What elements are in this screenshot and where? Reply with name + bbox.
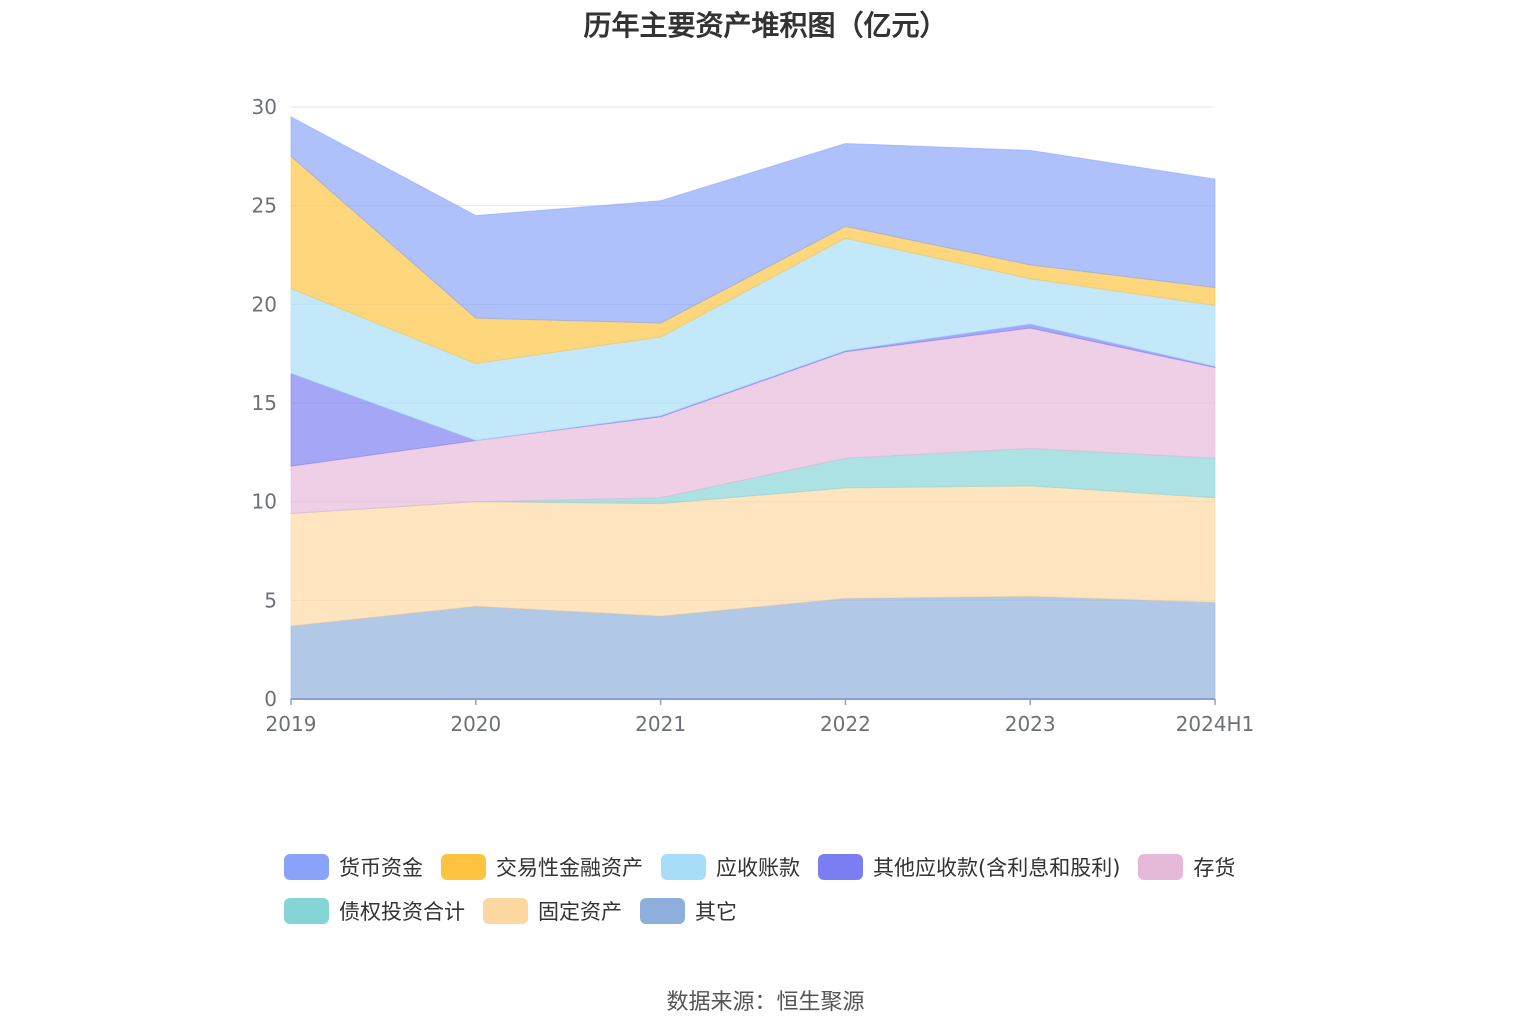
legend-swatch — [640, 898, 685, 924]
legend-swatch — [441, 854, 486, 880]
series-area-0[interactable] — [290, 595, 1216, 700]
x-tick-label: 2022 — [820, 712, 871, 736]
legend: 货币资金 交易性金融资产 应收账款 其他应收款(含利息和股利) 存货债权投资合计 固定资产… — [284, 852, 1274, 926]
x-tick-label: 2020 — [450, 712, 501, 736]
legend-label: 存货 — [1193, 856, 1236, 880]
y-tick-label: 20 — [252, 292, 277, 316]
legend-item[interactable]: 债权投资合计 — [284, 896, 465, 926]
x-tick-label: 2019 — [266, 712, 317, 736]
legend-swatch — [661, 854, 706, 880]
legend-label: 债权投资合计 — [339, 900, 465, 924]
y-tick-label: 25 — [252, 194, 277, 218]
axes: 0 5 10 15 20 25 30 2019 2020 2021 2022 2023 2024H1 — [252, 95, 1255, 736]
legend-label: 应收账款 — [716, 856, 800, 880]
area-series — [290, 116, 1216, 700]
legend-item[interactable]: 其他应收款(含利息和股利) — [818, 852, 1120, 882]
x-tick-label: 2023 — [1005, 712, 1056, 736]
legend-item[interactable]: 其它 — [640, 896, 737, 926]
legend-swatch — [1138, 854, 1184, 880]
legend-swatch — [818, 854, 863, 880]
legend-swatch — [284, 854, 329, 880]
y-tick-label: 0 — [264, 687, 277, 711]
series-area-7[interactable] — [290, 116, 1216, 324]
stacked-area-chart: 0 5 10 15 20 25 30 2019 2020 2021 2022 2023 2024H1 — [252, 95, 1255, 736]
legend-item[interactable]: 固定资产 — [483, 896, 622, 926]
data-source: 数据来源：恒生聚源 — [666, 990, 865, 1015]
legend-item[interactable]: 交易性金融资产 — [441, 852, 643, 882]
legend-label: 其它 — [695, 900, 737, 924]
x-tick-label: 2021 — [635, 712, 686, 736]
y-tick-label: 10 — [252, 490, 277, 514]
legend-label: 其他应收款(含利息和股利) — [873, 856, 1121, 880]
y-tick-label: 15 — [252, 391, 277, 415]
y-tick-label: 30 — [252, 95, 277, 119]
legend-swatch — [284, 898, 329, 924]
legend-item[interactable]: 货币资金 — [284, 852, 423, 882]
legend-label: 货币资金 — [339, 856, 423, 880]
legend-swatch — [483, 898, 528, 924]
legend-label: 交易性金融资产 — [496, 856, 643, 880]
legend-item[interactable]: 应收账款 — [661, 852, 800, 882]
legend-item[interactable]: 存货 — [1138, 852, 1235, 882]
y-tick-label: 5 — [264, 588, 277, 612]
legend-label: 固定资产 — [538, 900, 622, 924]
x-tick-label: 2024H1 — [1176, 712, 1255, 736]
chart-title: 历年主要资产堆积图（亿元） — [583, 9, 948, 42]
